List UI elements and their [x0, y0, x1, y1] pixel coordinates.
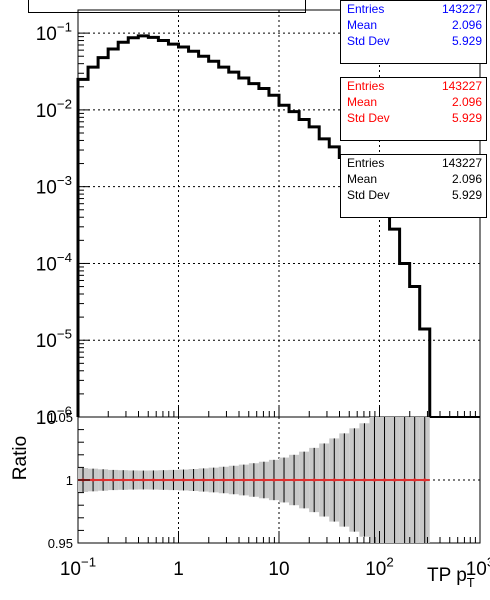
ratio-point-30: [382, 478, 387, 482]
stats-mean-value-blue: 2.096: [451, 18, 482, 32]
stats-entries-value-blue: 143227: [441, 2, 482, 16]
ratio-point-20: [282, 478, 286, 482]
ratio-point-28: [362, 478, 367, 482]
x-axis-title: TP pT: [427, 565, 475, 590]
ratio-point-33: [413, 478, 417, 482]
stats-mean-label-black: Mean: [347, 172, 378, 186]
ratio-point-26: [342, 478, 346, 482]
upper-y-tick-label: 10−4: [36, 250, 72, 276]
stats-stddev-label-blue: Std Dev: [347, 34, 390, 48]
upper-y-tick-label: 10−2: [36, 96, 72, 122]
ratio-y-axis-title: Ratio: [10, 436, 31, 480]
ratio-point-12: [202, 478, 206, 482]
ratio-y-tick-label: 1.05: [48, 410, 73, 425]
ratio-point-23: [312, 478, 316, 482]
ratio-point-1: [91, 478, 95, 482]
ratio-point-3: [111, 478, 115, 482]
x-tick-label: 103: [466, 554, 490, 580]
ratio-point-11: [191, 478, 196, 482]
ratio-point-4: [121, 478, 125, 482]
upper-y-tick-label: 10−5: [36, 327, 72, 353]
stats-mean-label-red: Mean: [347, 95, 378, 109]
x-tick-label: 10: [268, 559, 289, 580]
ratio-point-22: [302, 478, 306, 482]
upper-y-tick-label: 10−6: [36, 403, 72, 429]
ratio-point-16: [242, 478, 246, 482]
ratio-point-27: [352, 478, 356, 482]
x-tick-label: 102: [365, 554, 394, 580]
ratio-point-13: [212, 478, 216, 482]
ratio-point-9: [171, 478, 176, 482]
ratio-point-29: [372, 478, 377, 482]
ratio-point-8: [161, 478, 166, 482]
stats-mean-value-red: 2.096: [451, 95, 482, 109]
stats-entries-label-blue: Entries: [347, 2, 385, 16]
ratio-point-7: [151, 478, 155, 482]
ratio-point-34: [423, 478, 427, 482]
ratio-point-18: [262, 478, 266, 482]
ratio-point-6: [141, 478, 145, 482]
stats-entries-value-red: 143227: [441, 79, 482, 93]
x-tick-label: 10−1: [60, 554, 96, 580]
ratio-point-14: [222, 478, 226, 482]
ratio-point-19: [272, 478, 276, 482]
stats-box-red: Entries 143227 Mean 2.096 Std Dev 5.929: [340, 77, 487, 141]
ratio-point-2: [101, 478, 105, 482]
ratio-point-15: [232, 478, 236, 482]
stats-entries-value-black: 143227: [441, 156, 482, 170]
stats-stddev-value-blue: 5.929: [451, 34, 482, 48]
ratio-y-tick-label: 0.95: [48, 536, 73, 551]
stats-stddev-label-black: Std Dev: [347, 188, 390, 202]
upper-y-tick-label: 10−1: [36, 20, 72, 46]
ratio-point-25: [332, 478, 336, 482]
stats-mean-value-black: 2.096: [451, 172, 482, 186]
upper-y-tick-label: 10−3: [36, 173, 72, 199]
x-tick-label: 1: [173, 559, 184, 580]
ratio-point-10: [181, 478, 186, 482]
stats-entries-label-black: Entries: [347, 156, 385, 170]
ratio-point-31: [392, 478, 397, 482]
ratio-point-32: [403, 478, 407, 482]
stats-stddev-value-black: 5.929: [451, 188, 482, 202]
ratio-point-17: [252, 478, 256, 482]
stats-stddev-value-red: 5.929: [451, 111, 482, 125]
stats-box-blue: Entries 143227 Mean 2.096 Std Dev 5.929: [340, 0, 487, 64]
ratio-y-tick-label: 1: [66, 473, 73, 488]
ratio-point-24: [322, 478, 326, 482]
stats-entries-label-red: Entries: [347, 79, 385, 93]
ratio-point-5: [131, 478, 135, 482]
stats-mean-label-blue: Mean: [347, 18, 378, 32]
stats-box-black: Entries 143227 Mean 2.096 Std Dev 5.929: [340, 154, 487, 218]
stats-stddev-label-red: Std Dev: [347, 111, 390, 125]
ratio-point-21: [292, 478, 296, 482]
